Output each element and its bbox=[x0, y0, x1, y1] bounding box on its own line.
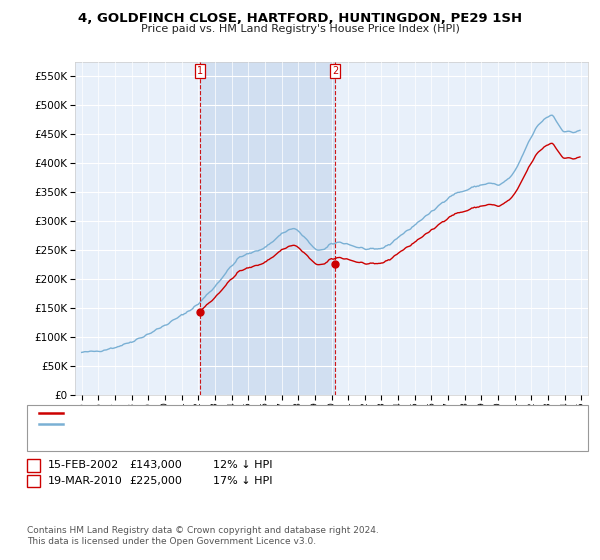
Text: £143,000: £143,000 bbox=[129, 460, 182, 470]
Bar bbox=[200, 62, 335, 395]
Text: 4, GOLDFINCH CLOSE, HARTFORD, HUNTINGDON, PE29 1SH (detached house): 4, GOLDFINCH CLOSE, HARTFORD, HUNTINGDON… bbox=[67, 408, 457, 418]
Text: 2: 2 bbox=[30, 476, 37, 486]
Text: 2: 2 bbox=[332, 66, 338, 76]
Text: 4, GOLDFINCH CLOSE, HARTFORD, HUNTINGDON, PE29 1SH: 4, GOLDFINCH CLOSE, HARTFORD, HUNTINGDON… bbox=[78, 12, 522, 25]
Text: 1: 1 bbox=[30, 460, 37, 470]
Text: 12% ↓ HPI: 12% ↓ HPI bbox=[213, 460, 272, 470]
Text: Contains HM Land Registry data © Crown copyright and database right 2024.
This d: Contains HM Land Registry data © Crown c… bbox=[27, 526, 379, 546]
Text: 19-MAR-2010: 19-MAR-2010 bbox=[48, 476, 123, 486]
Text: Price paid vs. HM Land Registry's House Price Index (HPI): Price paid vs. HM Land Registry's House … bbox=[140, 24, 460, 34]
Text: 15-FEB-2002: 15-FEB-2002 bbox=[48, 460, 119, 470]
Text: 17% ↓ HPI: 17% ↓ HPI bbox=[213, 476, 272, 486]
Text: £225,000: £225,000 bbox=[129, 476, 182, 486]
Text: 1: 1 bbox=[197, 66, 203, 76]
Text: HPI: Average price, detached house, Huntingdonshire: HPI: Average price, detached house, Hunt… bbox=[67, 419, 335, 430]
